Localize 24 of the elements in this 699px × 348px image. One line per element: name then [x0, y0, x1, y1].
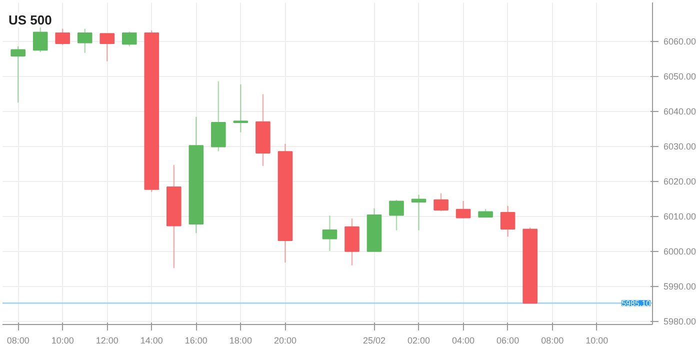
y-tick-label: 6010.00: [664, 212, 696, 222]
x-tick-label: 20:00: [274, 336, 296, 346]
ref-line-label: 5985.10: [622, 299, 652, 308]
x-tick-label: 10:00: [586, 336, 608, 346]
y-tick-label: 6040.00: [664, 106, 696, 116]
y-tick-label: 6060.00: [664, 36, 696, 46]
y-tick-label: 6030.00: [664, 142, 696, 152]
x-tick-label: 14:00: [140, 336, 163, 346]
x-tick-label: 08:00: [6, 336, 30, 346]
x-tick-label: 16:00: [184, 336, 208, 346]
text: US 500: [8, 12, 52, 28]
x-tick-label: 12:00: [96, 336, 118, 346]
y-tick-label: 6000.00: [664, 246, 696, 256]
x-tick-label: 08:00: [541, 336, 564, 346]
y-tick-label: 5990.00: [664, 282, 696, 292]
y-tick-label: 6050.00: [664, 72, 696, 82]
y-tick-label: 6020.00: [664, 176, 696, 186]
x-tick-label: 18:00: [229, 336, 252, 346]
y-tick-label: 5980.00: [664, 316, 696, 326]
x-tick-label: 10:00: [51, 336, 74, 346]
x-tick-label: 06:00: [496, 336, 520, 346]
x-tick-label: 02:00: [408, 336, 430, 346]
x-tick-label: 04:00: [452, 336, 475, 346]
x-tick-label: 25/02: [362, 336, 386, 346]
